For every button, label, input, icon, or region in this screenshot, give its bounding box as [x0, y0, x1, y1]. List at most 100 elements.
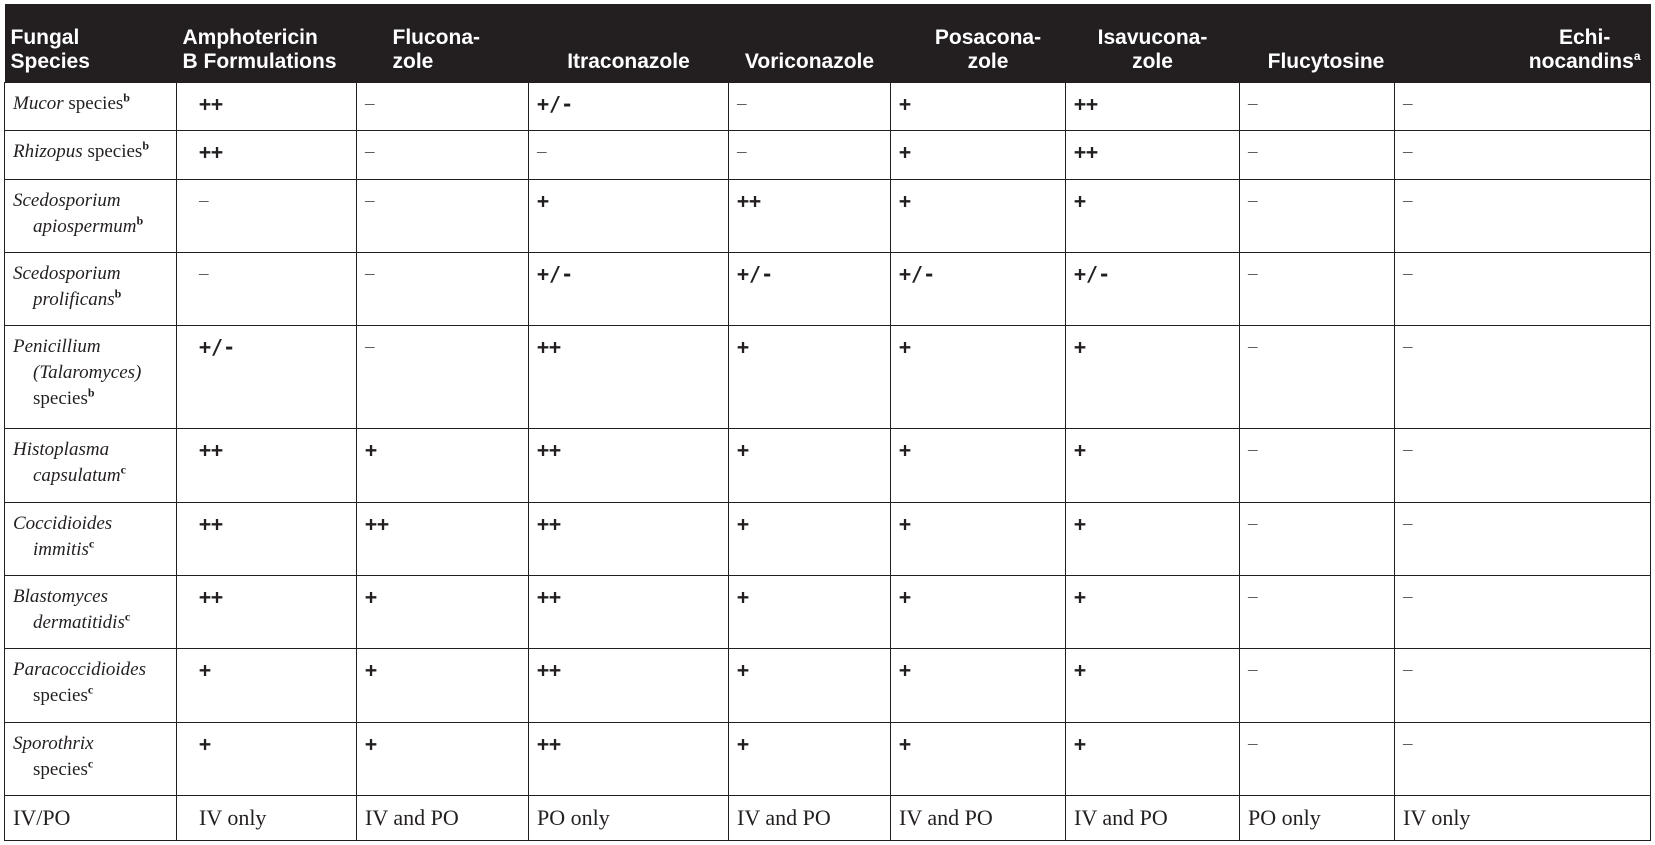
- species-name-line1: Scedosporium: [13, 189, 121, 211]
- echinocandins-activity-cell: –: [1394, 178, 1651, 253]
- species-suffix: species: [63, 92, 124, 114]
- isavuconazole-activity-cell: +: [1065, 325, 1240, 430]
- voriconazole-activity-cell: +/-: [728, 251, 891, 327]
- species-name-line1: Blastomyces: [13, 585, 108, 607]
- species-footnote: c: [124, 609, 131, 624]
- posaconazole-activity-cell: +: [890, 721, 1066, 796]
- echinocandins-activity-cell: –: [1394, 251, 1651, 327]
- header-echinocandins: Echi-nocandinsa: [1394, 4, 1651, 82]
- amphotericin-activity-cell: ++: [176, 501, 357, 576]
- itraconazole-activity-cell: ++: [528, 325, 729, 430]
- flucytosine-activity-cell: –: [1239, 81, 1395, 131]
- flucytosine-activity-cell: –: [1239, 648, 1395, 723]
- species-name-line2: capsulatumc: [33, 462, 126, 487]
- voriconazole-activity-cell: ++: [728, 178, 891, 253]
- species-name-line1: Scedosporium: [13, 262, 121, 284]
- header-fungal-species: Fungal Species: [4, 4, 177, 82]
- species-footnote: c: [87, 682, 94, 697]
- species-name-line2: dermatitidisc: [33, 609, 131, 633]
- header-itraconazole: Itraconazole: [528, 4, 729, 82]
- route-cell: IV only: [1394, 794, 1651, 842]
- species-name-line1: Penicillium: [13, 336, 101, 358]
- posaconazole-activity-cell: +/-: [890, 251, 1066, 327]
- fluconazole-activity-cell: –: [356, 325, 529, 430]
- flucytosine-activity-cell: –: [1239, 178, 1395, 253]
- header-fluconazole: Flucona-zole: [356, 4, 529, 82]
- route-row: IV/PO IV only IV and PO PO only IV and PO IV …: [4, 794, 1651, 842]
- flucytosine-activity-cell: –: [1239, 251, 1395, 327]
- fluconazole-activity-cell: +: [356, 648, 529, 723]
- amphotericin-activity-cell: –: [176, 251, 357, 327]
- echinocandins-activity-cell: –: [1394, 721, 1651, 796]
- amphotericin-activity-cell: ++: [176, 130, 357, 180]
- species-footnote: c: [120, 462, 126, 477]
- route-label-cell: IV/PO: [4, 794, 177, 842]
- fluconazole-activity-cell: –: [356, 178, 529, 253]
- antifungal-spectrum-table: Fungal Species Amphotericin B Formulations…: [4, 4, 1651, 842]
- amphotericin-activity-cell: +: [176, 721, 357, 796]
- fungal-species-cell: Rhizopus speciesb: [4, 130, 177, 180]
- fluconazole-activity-cell: ++: [356, 501, 529, 576]
- flucytosine-activity-cell: –: [1239, 574, 1395, 650]
- flucytosine-activity-cell: –: [1239, 130, 1395, 180]
- table-row: Scedosporium apiospermumb – – + ++ + + – –: [4, 178, 1651, 253]
- flucytosine-activity-cell: –: [1239, 325, 1395, 430]
- posaconazole-activity-cell: +: [890, 648, 1066, 723]
- table-row: Scedosporium prolificansb – – +/- +/- +/- +/- – –: [4, 251, 1651, 327]
- posaconazole-activity-cell: +: [890, 178, 1066, 253]
- voriconazole-activity-cell: +: [728, 721, 891, 796]
- species-name-line2: apiospermumb: [33, 213, 144, 237]
- posaconazole-activity-cell: +: [890, 325, 1066, 430]
- species-suffix: species: [82, 141, 143, 162]
- species-name-line1: Sporothrix: [13, 732, 94, 754]
- amphotericin-activity-cell: ++: [176, 428, 357, 503]
- flucytosine-activity-cell: –: [1239, 501, 1395, 576]
- isavuconazole-activity-cell: ++: [1065, 130, 1240, 180]
- flucytosine-activity-cell: –: [1239, 428, 1395, 503]
- fungal-species-cell: Blastomyces dermatitidisc: [4, 574, 177, 650]
- isavuconazole-activity-cell: +: [1065, 574, 1240, 650]
- fungal-species-cell: Mucor speciesb: [4, 81, 177, 131]
- species-suffix-line2: speciesc: [33, 682, 94, 707]
- species-footnote: c: [88, 536, 95, 551]
- species-name-line1: Coccidioides: [13, 512, 113, 534]
- header-voriconazole: Voriconazole: [728, 4, 891, 82]
- echinocandins-activity-cell: –: [1394, 428, 1651, 503]
- fungal-species-cell: Penicillium (Talaromyces) speciesb: [4, 325, 177, 430]
- itraconazole-activity-cell: ++: [528, 428, 729, 503]
- posaconazole-activity-cell: +: [890, 130, 1066, 180]
- fluconazole-activity-cell: –: [356, 251, 529, 327]
- species-name-line2: prolificansb: [33, 286, 122, 310]
- table-body: Mucor speciesb ++ – +/- – + ++ – – Rhizopus speci…: [4, 81, 1651, 842]
- table-row: Sporothrix speciesc + + ++ + + + – –: [4, 721, 1651, 796]
- species-name-line1: Paracoccidioides: [13, 659, 146, 681]
- voriconazole-activity-cell: +: [728, 428, 891, 503]
- itraconazole-activity-cell: ++: [528, 648, 729, 723]
- table-row: Histoplasma capsulatumc ++ + ++ + + + – –: [4, 428, 1651, 503]
- header-footnote-a: a: [1633, 48, 1641, 63]
- amphotericin-activity-cell: +: [176, 648, 357, 723]
- posaconazole-activity-cell: +: [890, 81, 1066, 131]
- species-name-line1: Rhizopus: [13, 141, 83, 162]
- fungal-species-cell: Sporothrix speciesc: [4, 721, 177, 796]
- isavuconazole-activity-cell: ++: [1065, 81, 1240, 131]
- species-name-line3: speciesb: [33, 385, 95, 410]
- species-name-line1: Mucor: [13, 92, 64, 114]
- echinocandins-activity-cell: –: [1394, 130, 1651, 180]
- fluconazole-activity-cell: +: [356, 721, 529, 796]
- fungal-species-cell: Scedosporium prolificansb: [4, 251, 177, 327]
- amphotericin-activity-cell: –: [176, 178, 357, 253]
- species-footnote: b: [136, 213, 144, 228]
- route-cell: PO only: [528, 794, 729, 842]
- table-row: Penicillium (Talaromyces) speciesb +/- – ++ + +…: [4, 325, 1651, 430]
- posaconazole-activity-cell: +: [890, 574, 1066, 650]
- voriconazole-activity-cell: +: [728, 574, 891, 650]
- species-footnote: c: [87, 756, 94, 771]
- header-isavuconazole: Isavucona-zole: [1065, 4, 1240, 82]
- route-cell: IV and PO: [728, 794, 891, 842]
- species-footnote: b: [114, 286, 122, 301]
- header-flucytosine: Flucytosine: [1239, 4, 1395, 82]
- fungal-species-cell: Scedosporium apiospermumb: [4, 178, 177, 253]
- species-footnote: b: [142, 138, 149, 153]
- posaconazole-activity-cell: +: [890, 501, 1066, 576]
